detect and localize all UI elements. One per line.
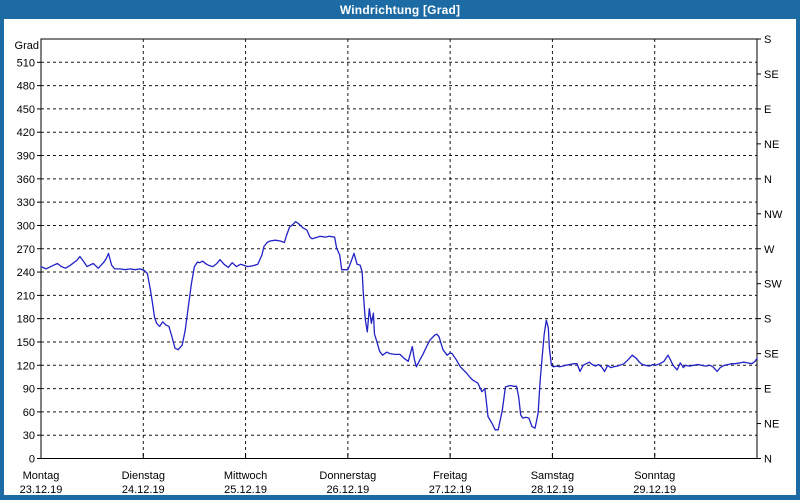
- date-label: 27.12.19: [429, 484, 472, 495]
- y-axis-tick-label: 420: [17, 127, 35, 139]
- y-axis-tick-label: 210: [17, 290, 35, 302]
- chart-panel: [4, 19, 796, 495]
- compass-tick-label: SW: [764, 279, 782, 291]
- compass-tick-label: NE: [764, 139, 779, 151]
- day-label: Freitag: [433, 470, 467, 482]
- day-label: Donnerstag: [319, 470, 376, 482]
- y-axis-tick-label: 150: [17, 337, 35, 349]
- y-axis-tick-label: 390: [17, 151, 35, 163]
- date-label: 24.12.19: [122, 484, 165, 495]
- compass-tick-label: S: [764, 314, 771, 326]
- compass-tick-label: SE: [764, 349, 779, 361]
- day-label: Dienstag: [122, 470, 165, 482]
- y-axis-tick-label: 270: [17, 244, 35, 256]
- day-label: Montag: [23, 470, 60, 482]
- y-axis-tick-label: 330: [17, 197, 35, 209]
- y-axis-tick-label: 240: [17, 267, 35, 279]
- y-axis-tick-label: 120: [17, 360, 35, 372]
- window-title-bar[interactable]: Windrichtung [Grad]: [0, 0, 800, 19]
- compass-tick-label: N: [764, 174, 772, 186]
- wind-direction-chart: 0 30 60 90 120 150 180 210 240 270 300 330 360 390 420…: [15, 34, 783, 495]
- date-label: 29.12.19: [633, 484, 676, 495]
- y-axis-tick-label: 90: [23, 384, 35, 396]
- y-axis-caption: Grad: [15, 40, 39, 52]
- compass-tick-label: N: [764, 454, 772, 466]
- y-axis-tick-label: 0: [29, 454, 35, 466]
- date-label: 23.12.19: [20, 484, 63, 495]
- compass-tick-label: E: [764, 104, 771, 116]
- compass-tick-label: W: [764, 244, 775, 256]
- y-axis-tick-label: 60: [23, 407, 35, 419]
- date-label: 28.12.19: [531, 484, 574, 495]
- wind-series-line: [40, 220, 758, 431]
- compass-tick-label: E: [764, 384, 771, 396]
- compass-tick-label: NW: [764, 209, 783, 221]
- y-axis-tick-label: 300: [17, 220, 35, 232]
- compass-tick-label: SE: [764, 69, 779, 81]
- y-axis-tick-label: 30: [23, 430, 35, 442]
- compass-tick-label: NE: [764, 419, 779, 431]
- y-axis-tick-label: 360: [17, 174, 35, 186]
- date-label: 26.12.19: [326, 484, 369, 495]
- compass-tick-label: S: [764, 34, 771, 46]
- y-axis-tick-label: 450: [17, 104, 35, 116]
- day-label: Mittwoch: [224, 470, 267, 482]
- date-label: 25.12.19: [224, 484, 267, 495]
- day-label: Sonntag: [634, 470, 675, 482]
- y-axis-tick-label: 480: [17, 81, 35, 93]
- window-title: Windrichtung [Grad]: [339, 2, 461, 17]
- y-axis-tick-label: 510: [17, 57, 35, 69]
- y-axis-tick-label: 180: [17, 314, 35, 326]
- day-label: Samstag: [531, 470, 574, 482]
